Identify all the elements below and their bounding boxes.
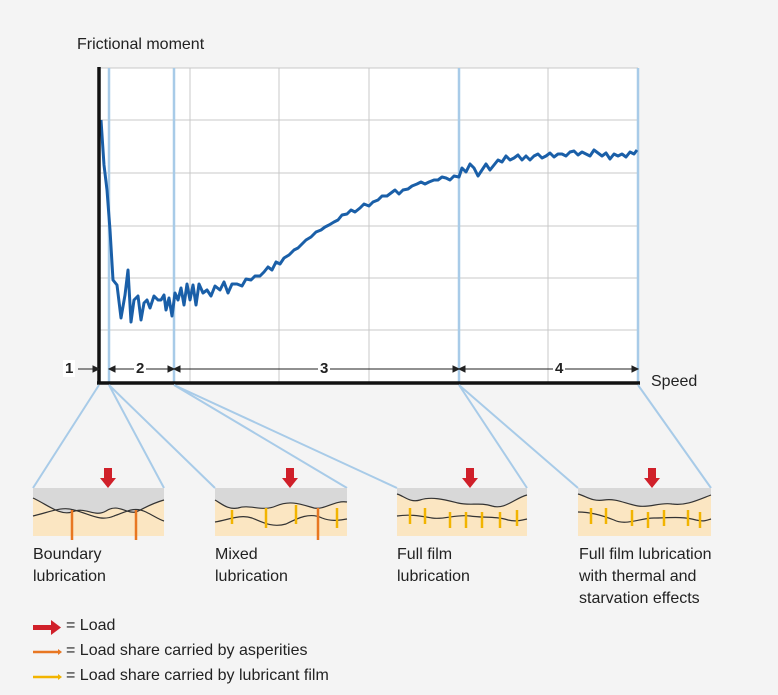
friction-curve — [99, 119, 639, 324]
regime-label-full-film: Full film lubrication — [397, 546, 470, 585]
load-arrow-icon — [104, 468, 112, 479]
thermal-starvation-contact-panel — [577, 468, 712, 536]
mixed-contact-panel — [214, 468, 348, 540]
legend-swatches — [33, 620, 62, 680]
zone-label-2: 2 — [134, 360, 147, 377]
legend-asperities: = Load share carried by asperities — [66, 642, 307, 660]
load-arrow-icon — [286, 468, 294, 479]
full-film-contact-panel — [396, 468, 528, 536]
regime-label-boundary: Boundary lubrication — [33, 546, 106, 585]
legend-lubricant-film-label: = Load share carried by lubricant film — [66, 667, 329, 684]
zone-label-3: 3 — [318, 360, 331, 377]
gridlines — [100, 67, 638, 383]
legend-lubricant-film: = Load share carried by lubricant film — [66, 667, 329, 685]
zone-dimension-arrows — [78, 365, 640, 373]
x-axis-label: Speed — [651, 373, 698, 390]
boundary-contact-panel — [32, 468, 165, 540]
connector-lines — [32, 384, 712, 489]
y-axis-label: Frictional moment — [77, 36, 205, 53]
load-arrow-icon — [648, 468, 656, 479]
regime-label-mixed: Mixed lubrication — [215, 546, 288, 585]
zone-label-4: 4 — [553, 360, 566, 377]
red-arrow-icon — [33, 625, 51, 630]
load-arrow-icon — [466, 468, 474, 479]
regime-label-thermal: Full film lubrication with thermal and s… — [579, 546, 712, 607]
legend-load: = Load — [66, 617, 115, 635]
legend-asperities-label: = Load share carried by asperities — [66, 642, 308, 659]
legend-load-label: = Load — [66, 617, 116, 634]
zone-label-1: 1 — [63, 360, 76, 377]
